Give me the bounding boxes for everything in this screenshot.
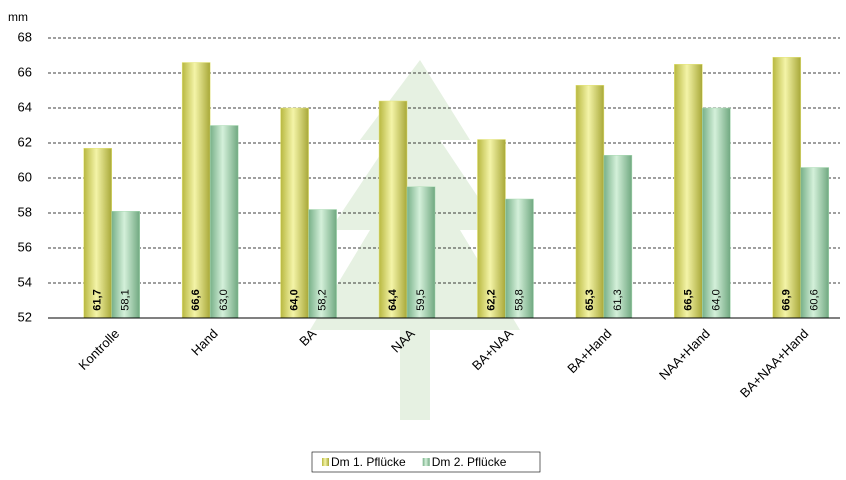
y-tick-label: 54 — [18, 274, 32, 289]
y-tick-label: 56 — [18, 239, 32, 254]
value-label: 58,1 — [120, 289, 132, 310]
legend-label: Dm 2. Pflücke — [432, 455, 507, 469]
value-label: 64,0 — [289, 289, 301, 310]
bar — [505, 198, 534, 319]
value-label: 58,2 — [317, 289, 329, 310]
value-label: 66,6 — [190, 289, 202, 310]
y-tick-label: 68 — [18, 29, 32, 44]
value-label: 64,0 — [710, 289, 722, 310]
bar — [575, 85, 605, 319]
value-label: 65,3 — [584, 289, 596, 310]
y-axis-unit: mm — [8, 10, 28, 24]
legend: Dm 1. Pflücke Dm 2. Pflücke — [311, 451, 541, 473]
bar — [209, 125, 239, 319]
value-label: 58,8 — [513, 289, 525, 310]
value-label: 61,7 — [92, 289, 104, 310]
y-tick-label: 66 — [18, 64, 32, 79]
y-tick-label: 58 — [18, 204, 32, 219]
value-label: 66,5 — [682, 289, 694, 310]
value-label: 60,6 — [809, 289, 821, 310]
value-label: 63,0 — [218, 289, 230, 310]
bar — [181, 62, 211, 319]
value-label: 62,2 — [485, 289, 497, 310]
x-tick-label: Hand — [188, 326, 221, 359]
bar — [772, 57, 802, 319]
legend-label: Dm 1. Pflücke — [331, 455, 406, 469]
bar — [111, 211, 140, 319]
bar — [702, 107, 731, 319]
value-label: 64,4 — [387, 288, 399, 310]
y-tick-label: 64 — [18, 99, 32, 114]
bar — [674, 64, 703, 319]
value-label: 66,9 — [781, 289, 793, 310]
x-tick-label: Kontrolle — [75, 326, 122, 373]
bar — [800, 167, 830, 319]
value-label: 61,3 — [612, 289, 624, 310]
bar — [406, 186, 436, 319]
bar — [378, 100, 408, 319]
y-tick-label: 62 — [18, 134, 32, 149]
bar — [477, 139, 506, 319]
value-label: 59,5 — [415, 289, 427, 310]
legend-swatch — [422, 458, 430, 466]
x-tick-label: BA+Hand — [564, 326, 614, 376]
y-tick-label: 60 — [18, 169, 32, 184]
bar — [280, 107, 309, 319]
x-tick-label: NAA+Hand — [656, 326, 713, 383]
legend-swatch — [322, 458, 329, 466]
x-tick-label: BA+NAA+Hand — [737, 326, 811, 400]
y-tick-label: 52 — [18, 309, 32, 324]
x-tick-label: BA+NAA — [469, 326, 516, 373]
